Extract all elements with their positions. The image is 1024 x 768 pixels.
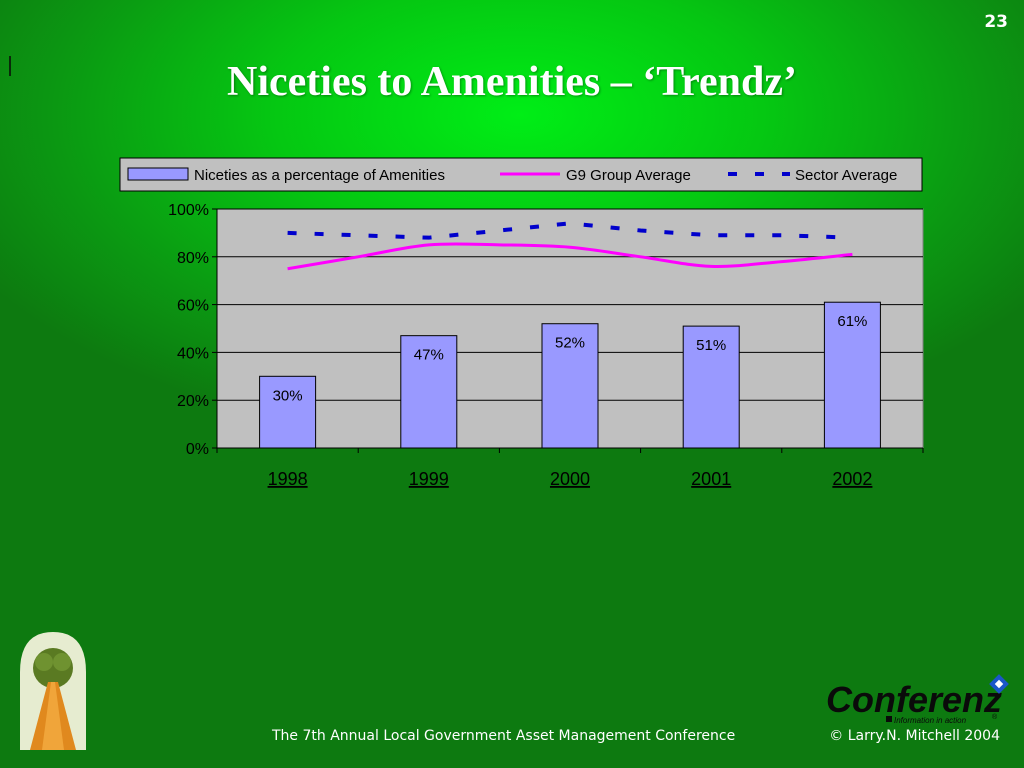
- bar-data-label: 30%: [273, 387, 303, 404]
- bar: [682, 325, 740, 449]
- footer-copyright: © Larry.N. Mitchell 2004: [829, 728, 1000, 744]
- legend-label-bars: Niceties as a percentage of Amenities: [194, 167, 445, 184]
- slide-number: 23: [984, 12, 1008, 32]
- trend-chart: Niceties as a percentage of Amenities G9 …: [119, 157, 924, 489]
- plot-area: 0% 20% 40% 60% 80% 100% 30% 47% 52% 51% 61% 1998 199…: [168, 202, 924, 489]
- x-tick-label: 1999: [409, 469, 449, 489]
- x-tick-label: 2001: [691, 469, 731, 489]
- legend-label-g9: G9 Group Average: [566, 167, 691, 184]
- y-tick-label: 20%: [177, 393, 209, 410]
- y-tick-label: 40%: [177, 345, 209, 362]
- bar-data-label: 51%: [696, 337, 726, 354]
- g9-average-line: [287, 242, 853, 271]
- bar-data-label: 52%: [555, 335, 585, 352]
- brand-registered-text: ®: [992, 713, 998, 721]
- y-tick-label: 80%: [177, 250, 209, 267]
- bar: [823, 301, 881, 449]
- brand-name-text: Conferenz: [826, 679, 1002, 720]
- chart-container: Niceties as a percentage of Amenities G9 …: [119, 157, 924, 489]
- bar: [541, 323, 599, 449]
- legend-label-sector: Sector Average: [795, 167, 897, 184]
- x-tick-label: 2000: [550, 469, 590, 489]
- x-tick-label: 2002: [832, 469, 872, 489]
- chart-legend: Niceties as a percentage of Amenities G9 …: [119, 157, 923, 192]
- y-tick-label: 0%: [186, 441, 209, 458]
- footer-conference: The 7th Annual Local Government Asset Ma…: [272, 728, 736, 744]
- tree-logo-icon: [20, 632, 86, 750]
- bar-data-label: 47%: [414, 347, 444, 364]
- bar: [259, 375, 317, 449]
- x-tick-label: 1998: [268, 469, 308, 489]
- y-tick-label: 100%: [168, 202, 209, 219]
- bar-data-label: 61%: [837, 313, 867, 330]
- legend-swatch-bars: [127, 167, 189, 181]
- bar: [400, 335, 458, 449]
- conferenz-logo: Conferenz Information in action ®: [824, 672, 1014, 733]
- text-cursor-mark: [9, 56, 11, 76]
- brand-tagline-text: Information in action: [894, 716, 967, 725]
- slide-title: Niceties to Amenities – ‘Trendz’: [227, 59, 797, 105]
- y-tick-label: 60%: [177, 298, 209, 315]
